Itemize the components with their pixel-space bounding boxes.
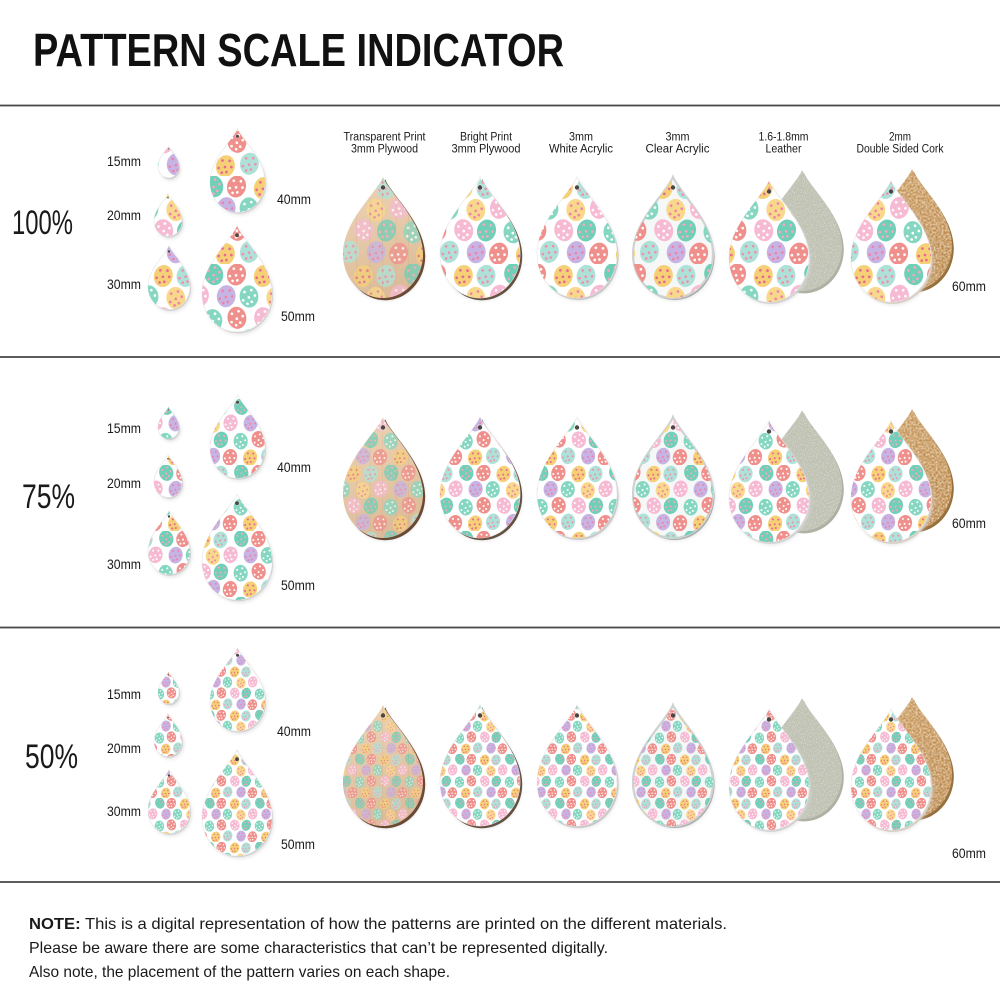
svg-text:Transparent Print: Transparent Print [344, 132, 427, 144]
svg-text:75%: 75% [22, 478, 75, 516]
svg-text:Bright Print: Bright Print [460, 132, 513, 144]
svg-text:15mm: 15mm [107, 421, 141, 436]
svg-text:60mm: 60mm [952, 516, 986, 531]
svg-text:20mm: 20mm [107, 741, 141, 756]
svg-text:Please be aware there are some: Please be aware there are some character… [29, 940, 608, 957]
svg-text:2mm: 2mm [889, 132, 911, 144]
svg-text:50mm: 50mm [281, 578, 315, 593]
svg-text:30mm: 30mm [107, 277, 141, 292]
svg-text:White Acrylic: White Acrylic [549, 144, 613, 156]
svg-text:20mm: 20mm [107, 476, 141, 491]
svg-text:30mm: 30mm [107, 804, 141, 819]
svg-text:60mm: 60mm [952, 279, 986, 294]
svg-text:Clear Acrylic: Clear Acrylic [646, 144, 710, 156]
svg-text:PATTERN SCALE INDICATOR: PATTERN SCALE INDICATOR [33, 24, 564, 76]
svg-text:60mm: 60mm [952, 846, 986, 861]
svg-text:20mm: 20mm [107, 208, 141, 223]
svg-text:50%: 50% [25, 738, 78, 776]
svg-text:1.6-1.8mm: 1.6-1.8mm [759, 132, 809, 144]
svg-text:50mm: 50mm [281, 309, 315, 324]
svg-text:40mm: 40mm [277, 724, 311, 739]
svg-text:NOTE: This is a digital repres: NOTE: This is a digital representation o… [29, 916, 727, 933]
svg-text:15mm: 15mm [107, 154, 141, 169]
svg-text:Double Sided Cork: Double Sided Cork [857, 144, 944, 156]
svg-text:Leather: Leather [766, 144, 802, 156]
svg-text:40mm: 40mm [277, 192, 311, 207]
svg-text:40mm: 40mm [277, 460, 311, 475]
svg-text:50mm: 50mm [281, 837, 315, 852]
svg-text:30mm: 30mm [107, 557, 141, 572]
svg-text:15mm: 15mm [107, 687, 141, 702]
svg-text:100%: 100% [12, 204, 73, 242]
svg-text:3mm Plywood: 3mm Plywood [351, 144, 418, 156]
svg-text:3mm Plywood: 3mm Plywood [452, 144, 521, 156]
svg-text:3mm: 3mm [569, 132, 593, 144]
svg-text:3mm: 3mm [666, 132, 690, 144]
svg-text:Also note, the placement of th: Also note, the placement of the pattern … [29, 964, 450, 981]
